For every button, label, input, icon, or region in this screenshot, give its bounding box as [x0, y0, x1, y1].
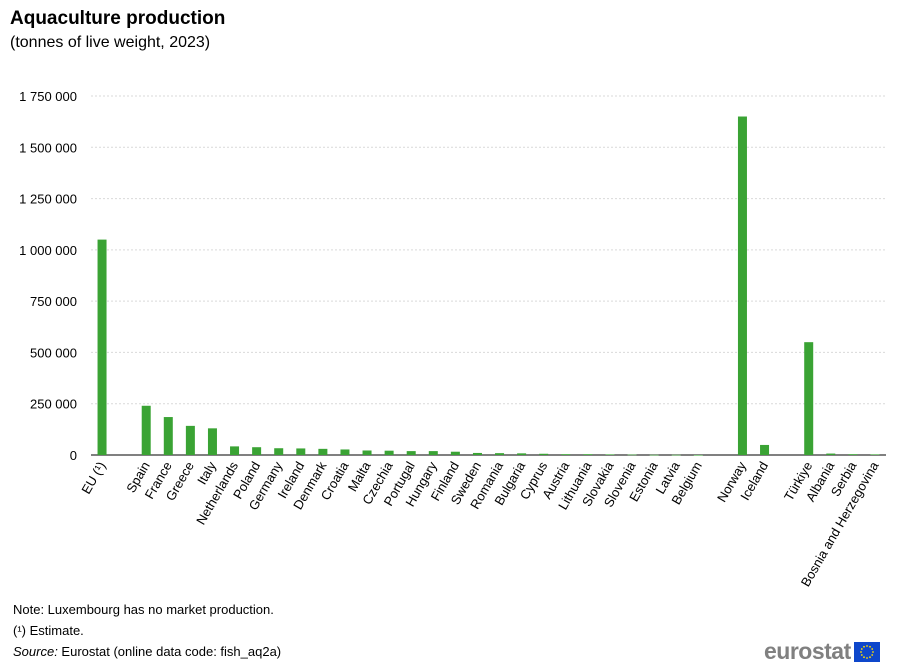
bar [605, 454, 615, 455]
flag-star [862, 655, 865, 658]
bar [340, 449, 350, 455]
bar [230, 446, 240, 455]
source-line: Source: Eurostat (online data code: fish… [13, 641, 281, 662]
flag-star [868, 655, 871, 658]
bar [627, 454, 637, 456]
y-tick-label: 1 250 000 [19, 192, 77, 207]
y-tick-label: 500 000 [30, 345, 77, 360]
flag-star [860, 653, 863, 656]
eurostat-logo-text: eurostat [764, 638, 851, 664]
bar [583, 454, 593, 455]
y-tick-label: 1 750 000 [19, 89, 77, 104]
bar [384, 450, 394, 455]
bar [649, 454, 659, 456]
gridlines [91, 95, 886, 456]
note-luxembourg: Note: Luxembourg has no market productio… [13, 602, 274, 617]
flag-star [859, 650, 862, 653]
bar [804, 342, 814, 455]
bar [163, 417, 173, 455]
y-tick-label: 750 000 [30, 294, 77, 309]
flag-star [862, 645, 865, 648]
bar [252, 447, 262, 455]
flag-star [871, 653, 873, 656]
bar [274, 448, 284, 455]
source-label: Source: [13, 644, 58, 659]
eu-flag-icon [853, 641, 880, 662]
eurostat-logo: eurostat [764, 638, 880, 665]
flag-star [860, 647, 863, 650]
y-axis-ticks: 0 250 000 500 000 750 000 1 000 000 1 250 000… [19, 89, 77, 463]
flag-star [865, 656, 868, 659]
bar [561, 454, 571, 455]
bar [760, 444, 770, 455]
bar [517, 453, 527, 455]
bar [870, 454, 880, 455]
y-tick-label: 0 [70, 448, 77, 463]
bar [539, 453, 549, 455]
bar [450, 451, 460, 455]
bar [362, 450, 372, 455]
x-tick-label: EU (¹) [78, 459, 108, 497]
bar [185, 425, 195, 455]
y-tick-label: 250 000 [30, 397, 77, 412]
y-tick-label: 1 500 000 [19, 140, 77, 155]
note-estimate: (¹) Estimate. [13, 623, 84, 638]
bar [826, 453, 836, 455]
bar [428, 451, 438, 455]
bar [296, 448, 306, 455]
bar [472, 452, 482, 455]
bar [737, 116, 747, 455]
chart-notes: Note: Luxembourg has no market productio… [13, 599, 281, 662]
x-axis-ticks: EU (¹) SpainFranceGreeceItalyNetherlandsP… [78, 458, 882, 589]
bar [406, 451, 416, 455]
chart-title: Aquaculture production [10, 8, 226, 29]
bar [693, 454, 703, 456]
y-tick-label: 1 000 000 [19, 243, 77, 258]
flag-star [871, 650, 874, 653]
bar [207, 428, 217, 455]
flag-star [871, 647, 873, 650]
flag-star [865, 644, 868, 647]
source-text: Eurostat (online data code: fish_aq2a) [57, 644, 282, 659]
bar [848, 454, 858, 455]
bar [141, 405, 151, 455]
bar-chart: 0 250 000 500 000 750 000 1 000 000 1 250 000… [19, 89, 886, 589]
bar [495, 453, 505, 455]
bar [671, 454, 681, 456]
chart-subtitle: (tonnes of live weight, 2023) [10, 34, 211, 51]
bars [97, 116, 880, 456]
flag-star [868, 645, 871, 648]
bar [97, 239, 107, 455]
bar [318, 448, 328, 455]
